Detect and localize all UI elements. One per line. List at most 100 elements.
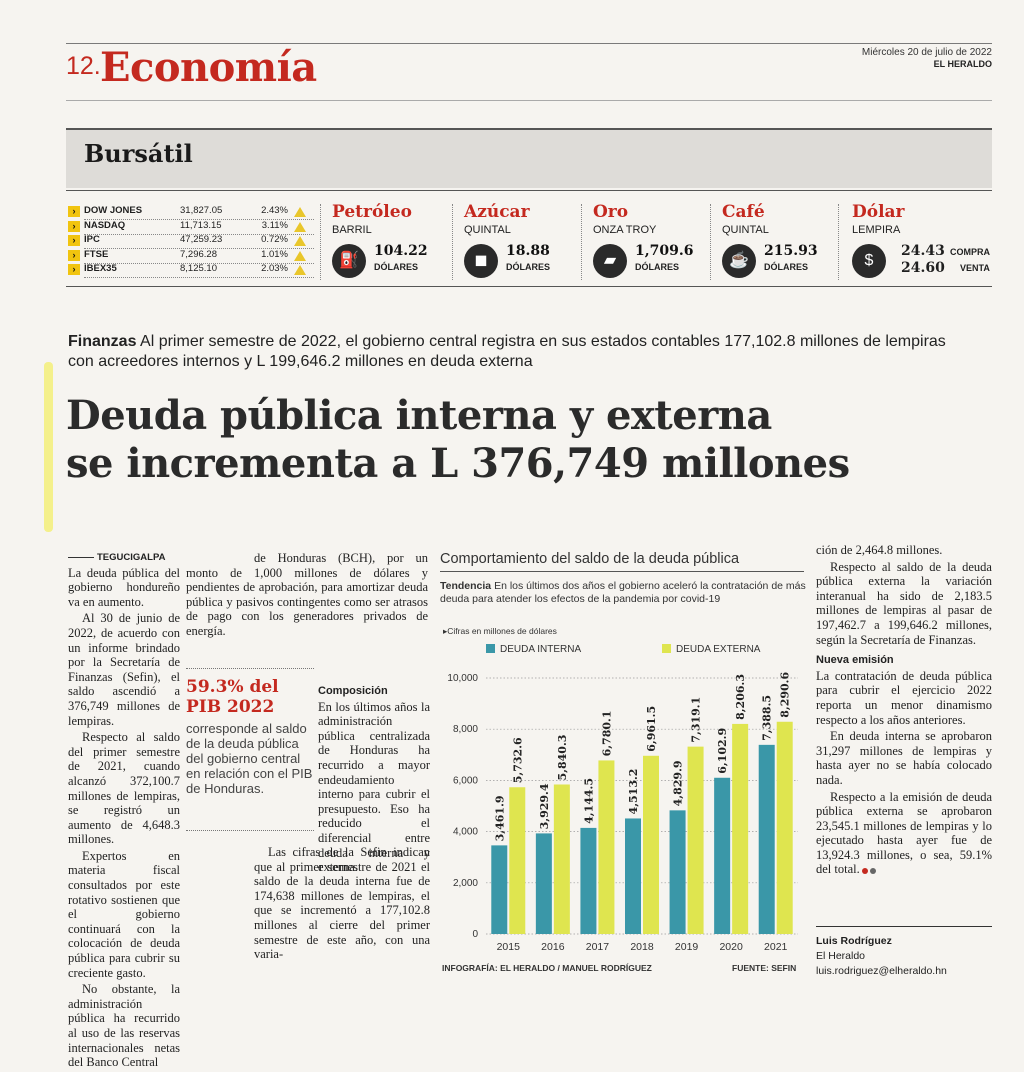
article-column-1: TEGUCIGALPA La deuda pública del gobiern… xyxy=(68,551,180,1072)
stock-name: DOW JONES xyxy=(84,205,143,216)
data-label: 8,290.6 xyxy=(779,671,792,717)
stock-change: 1.01% xyxy=(261,248,288,260)
sugar-sack-icon: ◼ xyxy=(464,244,498,278)
x-tick-label: 2019 xyxy=(675,941,699,953)
debt-bar-chart: 0 2,000 4,000 6,000 8,000 10,000 DEUDA INTERNA… xyxy=(447,644,798,953)
chart-title: Comportamiento del saldo de la deuda púb… xyxy=(440,551,740,567)
up-arrow-icon xyxy=(294,265,306,275)
chevron-right-icon: › xyxy=(68,235,80,246)
stock-value: 47,259.23 xyxy=(180,234,223,245)
commodity-divider xyxy=(452,204,454,280)
paragraph: La contratación de deuda pública para cu… xyxy=(816,668,992,727)
commodity-price: 104.22 xyxy=(374,243,428,259)
bar-interna xyxy=(535,833,552,934)
stock-row: › NASDAQ 11,713.15 3.11% xyxy=(68,219,314,235)
data-label: 4,513.2 xyxy=(627,769,640,815)
legend-swatch xyxy=(486,644,495,653)
oil-barrel-icon: ⛽ xyxy=(332,244,366,278)
stock-name: IBEX35 xyxy=(84,263,117,274)
lead-kicker: Finanzas xyxy=(68,333,137,350)
chart-credit: INFOGRAFÍA: EL HERALDO / MANUEL RODRÍGUE… xyxy=(442,963,652,973)
dolar-sell-label: VENTA xyxy=(960,263,990,273)
commodity-unit: LEMPIRA xyxy=(852,224,901,236)
bar-externa xyxy=(732,723,749,934)
commodity-divider xyxy=(320,204,322,280)
bar-interna xyxy=(758,744,775,934)
author-name: Luis Rodríguez xyxy=(816,935,892,947)
data-label: 4,144.5 xyxy=(582,778,595,824)
data-label: 8,206.3 xyxy=(734,674,747,720)
commodity-name: Oro xyxy=(593,202,629,222)
pull-quote-text: corresponde al saldo de la deuda pública… xyxy=(186,721,313,796)
chart-subtitle: Tendencia En los últimos dos años el gob… xyxy=(440,580,806,605)
y-tick-label: 6,000 xyxy=(453,775,478,786)
stock-row: › IPC 47,259.23 0.72% xyxy=(68,234,314,249)
chevron-right-icon: › xyxy=(68,249,80,261)
data-label: 6,102.9 xyxy=(716,728,729,774)
commodity-divider xyxy=(581,204,583,280)
commodity-currency: DÓLARES xyxy=(764,262,809,272)
paragraph: Respecto a la emisión de deuda pública e… xyxy=(816,789,992,877)
data-label: 7,388.5 xyxy=(761,695,774,741)
paragraph: No obstante, la administración pública h… xyxy=(68,982,180,1070)
dolar-buy-label: COMPRA xyxy=(950,247,990,257)
data-label: 3,461.9 xyxy=(493,795,506,841)
author-email[interactable]: luis.rodriguez@elheraldo.hn xyxy=(816,965,947,977)
bursatil-title: Bursátil xyxy=(84,139,193,168)
page-number: 12. xyxy=(66,52,101,80)
chevron-right-icon: › xyxy=(68,206,80,217)
commodity-price: 215.93 xyxy=(764,243,818,259)
bar-interna xyxy=(580,827,597,934)
subheading-nueva-emision: Nueva emisión xyxy=(816,654,894,667)
bar-interna xyxy=(491,845,508,934)
commodity-currency: DÓLARES xyxy=(506,262,551,272)
stock-value: 11,713.15 xyxy=(180,219,222,231)
x-tick-label: 2021 xyxy=(764,941,788,953)
commodity-currency: DÓLARES xyxy=(635,262,680,272)
bar-externa xyxy=(598,760,615,934)
chart-title-rule xyxy=(440,571,804,572)
dolar-sell-price: 24.60 xyxy=(901,260,945,276)
stock-row: › DOW JONES 31,827.05 2.43% xyxy=(68,205,314,220)
row-divider xyxy=(84,218,314,220)
x-tick-label: 2015 xyxy=(497,941,521,953)
commodity-unit: ONZA TROY xyxy=(593,224,657,236)
chart-source: FUENTE: SEFIN xyxy=(732,963,797,973)
stock-value: 31,827.05 xyxy=(180,205,223,216)
stock-value: 8,125.10 xyxy=(180,263,217,274)
paragraph: Las cifras de la Sefin indican que al pr… xyxy=(254,845,430,962)
y-tick-label: 10,000 xyxy=(447,673,478,684)
data-label: 6,780.1 xyxy=(600,710,613,756)
row-divider xyxy=(84,276,314,278)
bar-interna xyxy=(714,777,731,934)
commodity-unit: QUINTAL xyxy=(464,224,511,236)
commodity-divider xyxy=(838,204,840,280)
lead-text: Al primer semestre de 2022, el gobierno … xyxy=(68,333,946,370)
newspaper-name: EL HERALDO xyxy=(933,59,992,69)
article-column-3-bottom: Las cifras de la Sefin indican que al pr… xyxy=(254,845,430,964)
bursatil-banner xyxy=(66,128,992,188)
paragraph: Respecto al saldo de la deuda pública ex… xyxy=(816,559,992,647)
end-mark-icon xyxy=(861,867,868,874)
commodity-price: 18.88 xyxy=(506,243,550,259)
x-tick-label: 2017 xyxy=(586,941,610,953)
stock-change: 3.11% xyxy=(261,219,288,231)
article-column-2-top: de Honduras (BCH), por un monto de 1,000… xyxy=(186,551,428,641)
pull-quote-figure: 59.3% del PIB 2022 xyxy=(186,677,279,717)
stock-change: 2.43% xyxy=(261,205,288,216)
bar-externa xyxy=(643,755,659,934)
paragraph: Al 30 de junio de 2022, de acuerdo con u… xyxy=(68,611,180,728)
y-tick-label: 8,000 xyxy=(453,724,478,735)
data-label: 5,732.6 xyxy=(511,737,524,783)
y-tick-label: 2,000 xyxy=(453,878,478,889)
article-lead: Finanzas Al primer semestre de 2022, el … xyxy=(68,332,968,372)
dateline: TEGUCIGALPA xyxy=(68,551,180,566)
dolar-buy-price: 24.43 xyxy=(901,243,945,259)
bar-externa xyxy=(776,721,793,934)
article-column-3: Composición En los últimos años la admin… xyxy=(318,678,430,877)
stock-name: IPC xyxy=(84,234,100,245)
article-headline: Deuda pública interna y externa se incre… xyxy=(66,392,1006,488)
paragraph: Respecto al saldo del primer semestre de… xyxy=(68,730,180,847)
stock-value: 7,296.28 xyxy=(180,248,217,260)
stock-name: FTSE xyxy=(84,248,109,260)
